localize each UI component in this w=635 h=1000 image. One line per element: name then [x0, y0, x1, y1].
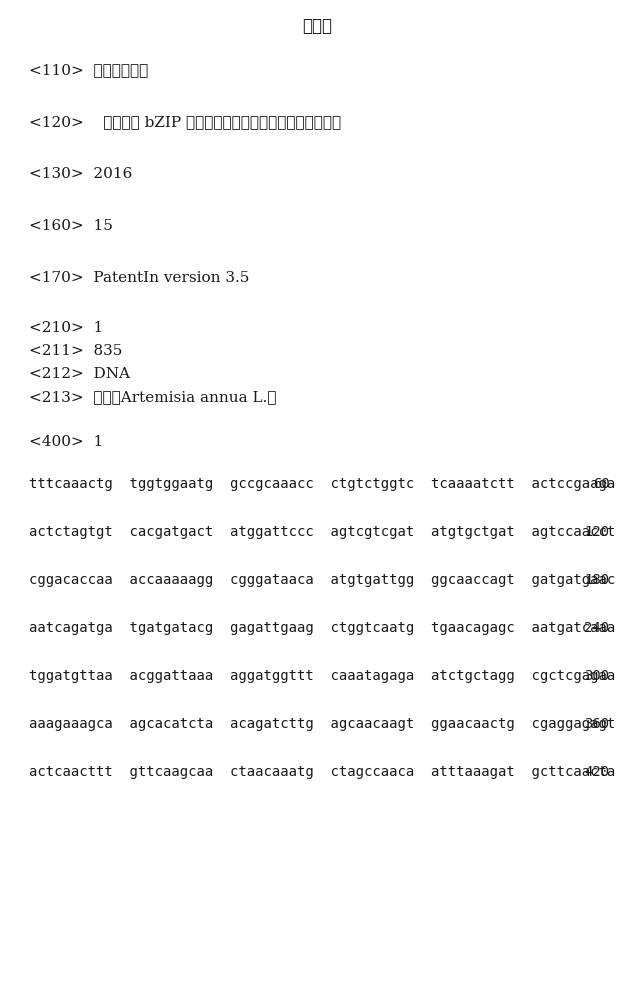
Text: aaagaaagca  agcacatcta  acagatcttg  agcaacaagt  ggaacaactg  cgaggagagt: aaagaaagca agcacatcta acagatcttg agcaaca… [29, 717, 615, 731]
Text: <210>  1: <210> 1 [29, 321, 103, 335]
Text: <130>  2016: <130> 2016 [29, 167, 132, 181]
Text: 180: 180 [584, 573, 610, 587]
Text: 60: 60 [593, 477, 610, 491]
Text: 序列表: 序列表 [302, 17, 333, 34]
Text: <170>  PatentIn version 3.5: <170> PatentIn version 3.5 [29, 271, 249, 285]
Text: tttcaaactg  tggtggaatg  gccgcaaacc  ctgtctggtc  tcaaaatctt  actccgaaga: tttcaaactg tggtggaatg gccgcaaacc ctgtctg… [29, 477, 615, 491]
Text: <211>  835: <211> 835 [29, 344, 122, 358]
Text: actcaacttt  gttcaagcaa  ctaacaaatg  ctagccaaca  atttaaagat  gcttcaacta: actcaacttt gttcaagcaa ctaacaaatg ctagcca… [29, 765, 615, 779]
Text: actctagtgt  cacgatgact  atggattccc  agtcgtcgat  atgtgctgat  agtccaacct: actctagtgt cacgatgact atggattccc agtcgtc… [29, 525, 615, 539]
Text: 360: 360 [584, 717, 610, 731]
Text: <212>  DNA: <212> DNA [29, 367, 130, 381]
Text: tggatgttaa  acggattaaa  aggatggttt  caaatagaga  atctgctagg  cgctcgagaa: tggatgttaa acggattaaa aggatggttt caaatag… [29, 669, 615, 683]
Text: <120>    一种青蒿 bZIP 类转录因子编码序列及克隆方法与应用: <120> 一种青蒿 bZIP 类转录因子编码序列及克隆方法与应用 [29, 115, 341, 129]
Text: aatcagatga  tgatgatacg  gagattgaag  ctggtcaatg  tgaacagagc  aatgatcaaa: aatcagatga tgatgatacg gagattgaag ctggtca… [29, 621, 615, 635]
Text: cggacaccaa  accaaaaagg  cgggataaca  atgtgattgg  ggcaaccagt  gatgatgaac: cggacaccaa accaaaaagg cgggataaca atgtgat… [29, 573, 615, 587]
Text: 300: 300 [584, 669, 610, 683]
Text: <213>  青蒿（Artemisia annua L.）: <213> 青蒿（Artemisia annua L.） [29, 390, 276, 404]
Text: 240: 240 [584, 621, 610, 635]
Text: <160>  15: <160> 15 [29, 219, 112, 233]
Text: 420: 420 [584, 765, 610, 779]
Text: <110>  上海交通大学: <110> 上海交通大学 [29, 63, 148, 77]
Text: <400>  1: <400> 1 [29, 435, 103, 449]
Text: 120: 120 [584, 525, 610, 539]
